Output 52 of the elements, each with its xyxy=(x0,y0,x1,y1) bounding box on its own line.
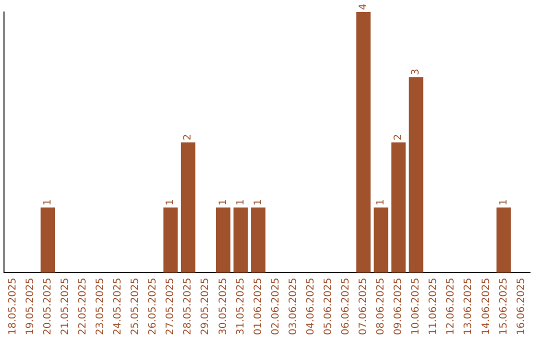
data-label: 1 xyxy=(42,199,54,206)
x-tick-label: 31.05.2025 xyxy=(235,278,246,336)
x-tick-label: 03.06.2025 xyxy=(288,278,299,336)
data-label: 1 xyxy=(235,199,246,206)
x-tick-label: 21.05.2025 xyxy=(60,278,71,336)
x-tick-label: 09.06.2025 xyxy=(393,278,404,336)
x-tick-label: 12.06.2025 xyxy=(446,278,457,336)
x-tick-label: 22.05.2025 xyxy=(77,278,88,336)
bar xyxy=(234,208,248,273)
x-tick-label: 18.05.2025 xyxy=(7,278,18,336)
x-tick-label: 29.05.2025 xyxy=(200,278,212,336)
x-tick-label: 16.06.2025 xyxy=(516,278,527,336)
data-label: 3 xyxy=(410,68,422,76)
x-tick-label: 26.05.2025 xyxy=(148,278,159,336)
x-tick-label: 13.06.2025 xyxy=(463,278,474,336)
x-tick-label: 30.05.2025 xyxy=(218,278,229,336)
data-label: 1 xyxy=(376,199,387,206)
x-tick-label: 24.05.2025 xyxy=(112,278,124,336)
x-tick-label: 27.05.2025 xyxy=(165,278,176,336)
x-tick-label: 11.06.2025 xyxy=(428,278,440,336)
bar xyxy=(391,142,406,273)
bar xyxy=(163,208,178,273)
x-tick-label: 19.05.2025 xyxy=(24,278,36,336)
x-tick-label: 04.06.2025 xyxy=(305,278,316,336)
x-tick-label: 23.05.2025 xyxy=(95,278,106,336)
x-tick-label: 02.06.2025 xyxy=(270,278,282,336)
bar xyxy=(216,208,230,273)
data-label: 2 xyxy=(393,134,404,140)
bar xyxy=(180,142,196,273)
x-tick-label: 01.06.2025 xyxy=(252,278,264,336)
x-tick-label: 10.06.2025 xyxy=(410,278,422,336)
x-tick-label: 20.05.2025 xyxy=(42,278,54,336)
data-label: 1 xyxy=(252,199,264,206)
x-tick-label: 15.06.2025 xyxy=(498,278,510,336)
bar xyxy=(496,208,511,273)
bar xyxy=(408,77,424,273)
data-label: 2 xyxy=(182,134,194,140)
x-tick-label: 06.06.2025 xyxy=(340,278,352,336)
data-label: 1 xyxy=(165,199,176,206)
x-tick-label: 28.05.2025 xyxy=(182,278,194,336)
data-label: 1 xyxy=(218,199,229,206)
x-tick-label: 14.06.2025 xyxy=(480,278,492,336)
data-label: 4 xyxy=(358,4,370,10)
x-tick-label: 08.06.2025 xyxy=(376,278,387,336)
x-tick-label: 07.06.2025 xyxy=(358,278,370,336)
data-label: 1 xyxy=(498,199,510,206)
bar xyxy=(356,12,371,273)
bar xyxy=(40,208,56,273)
bar xyxy=(374,208,388,273)
x-tick-label: 05.06.2025 xyxy=(322,278,334,336)
bar xyxy=(251,208,266,273)
x-tick-label: 25.05.2025 xyxy=(130,278,142,336)
